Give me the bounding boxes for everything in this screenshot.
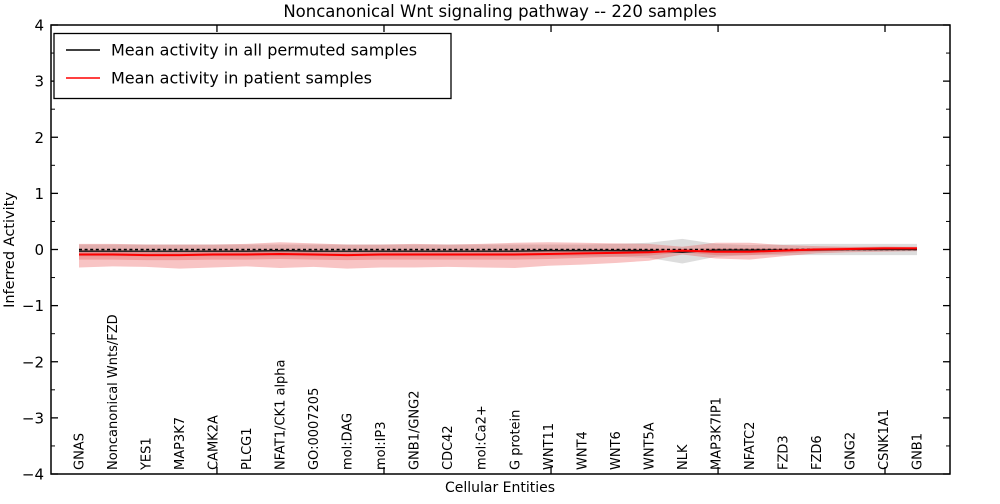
entity-label-noncanonical-wnts-fzd: Noncanonical Wnts/FZD xyxy=(106,314,121,470)
y-tick-label: 1 xyxy=(34,185,44,203)
patient_mean-line xyxy=(79,247,917,257)
legend-patient-label: Mean activity in patient samples xyxy=(111,69,372,88)
chart-title: Noncanonical Wnt signaling pathway -- 22… xyxy=(283,2,716,21)
legend: Mean activity in all permuted samples Me… xyxy=(53,32,452,100)
entity-label-gng2: GNG2 xyxy=(843,432,858,470)
entity-label-csnk1a1: CSNK1A1 xyxy=(877,409,892,470)
entity-label-g-protein: G protein xyxy=(508,410,523,470)
entity-label-map3k7: MAP3K7 xyxy=(173,417,188,470)
entity-label-fzd3: FZD3 xyxy=(776,435,791,470)
entity-label-fzd6: FZD6 xyxy=(810,435,825,470)
entity-label-gnb1-gng2: GNB1/GNG2 xyxy=(408,390,423,470)
entity-label-gnb1: GNB1 xyxy=(911,433,926,470)
y-axis-title: Inferred Activity xyxy=(2,192,18,308)
entity-label-map3k7ip1: MAP3K7IP1 xyxy=(709,397,724,470)
entity-label-mol-dag: mol:DAG xyxy=(341,413,356,470)
y-tick-label: −1 xyxy=(22,297,44,315)
entity-label-mol-ip3: mol:IP3 xyxy=(374,421,389,470)
x-axis-title: Cellular Entities xyxy=(445,480,555,496)
y-tick-label: 0 xyxy=(34,241,44,259)
legend-box xyxy=(53,32,452,100)
entity-label-gnas: GNAS xyxy=(73,433,88,470)
y-tick-label: −3 xyxy=(22,409,44,427)
entity-label-plcg1: PLCG1 xyxy=(240,427,255,470)
entity-label-wnt5a: WNT5A xyxy=(642,422,657,470)
entity-label-go-0007205: GO:0007205 xyxy=(307,388,322,470)
axis-ticks xyxy=(51,24,950,475)
legend-permuted-label: Mean activity in all permuted samples xyxy=(111,41,417,60)
entity-label-yes1: YES1 xyxy=(140,437,155,471)
entity-label-nfatc2: NFATC2 xyxy=(743,422,758,470)
y-tick-label: −2 xyxy=(22,353,44,371)
entity-label-nlk: NLK xyxy=(676,444,691,470)
entity-label-nfat1-ck1-alpha: NFAT1/CK1 alpha xyxy=(274,359,289,470)
entity-label-wnt11: WNT11 xyxy=(542,423,557,470)
entity-label-cdc42: CDC42 xyxy=(441,425,456,470)
y-tick-label: 2 xyxy=(34,129,44,147)
entity-label-mol-ca2-: mol:Ca2+ xyxy=(475,405,490,470)
y-tick-label: 4 xyxy=(34,17,44,35)
y-tick-label: −4 xyxy=(22,466,44,484)
y-tick-labels: 4 3 2 1 0 −1 −2 −3 −4 xyxy=(22,17,44,484)
line-layer xyxy=(79,247,917,257)
entity-label-camk2a: CAMK2A xyxy=(207,415,222,470)
entity-label-wnt4: WNT4 xyxy=(575,431,590,470)
y-tick-label: 3 xyxy=(34,73,44,91)
x-entity-labels: GNAS Noncanonical Wnts/FZD YES1 MAP3K7 CAMK2… xyxy=(73,314,926,471)
entity-label-wnt6: WNT6 xyxy=(609,431,624,470)
